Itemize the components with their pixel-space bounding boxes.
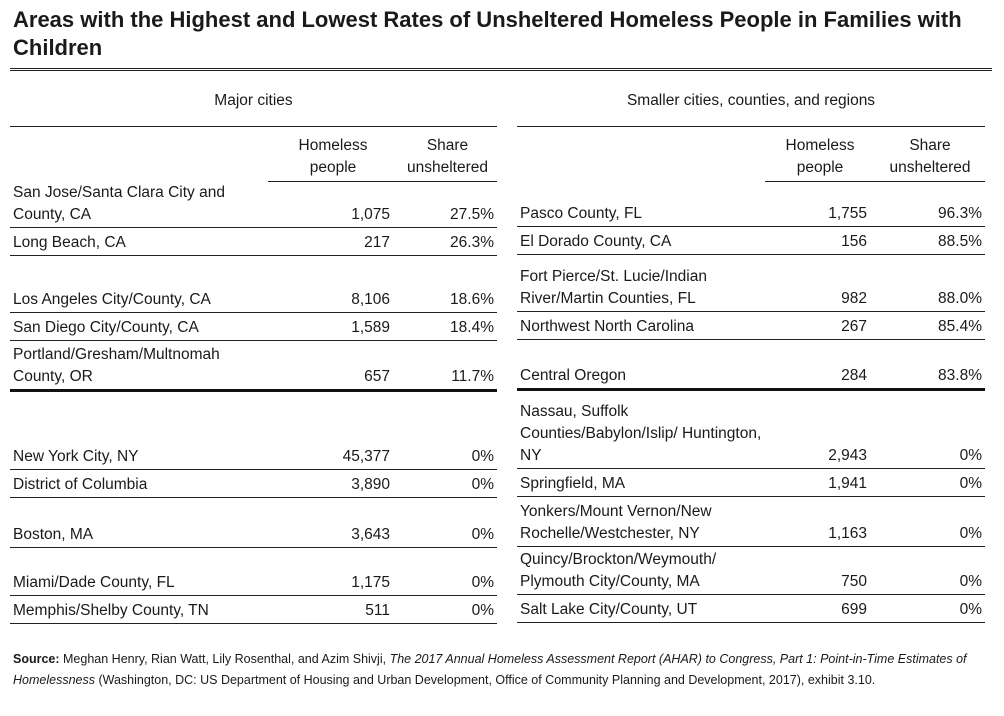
area-name: Nassau, Suffolk Counties/Babylon/Islip/ … (517, 389, 765, 469)
homeless-count: 657 (268, 340, 398, 392)
table-row: Yonkers/Mount Vernon/New Rochelle/Westch… (517, 496, 985, 547)
area-name: San Diego City/County, CA (10, 312, 268, 341)
homeless-count: 1,589 (268, 312, 398, 341)
area-name: Los Angeles City/County, CA (10, 255, 268, 313)
homeless-count: 3,890 (268, 469, 398, 498)
smaller-areas-panel: Smaller cities, counties, and regions Ho… (517, 88, 985, 623)
table-row: San Diego City/County, CA 1,589 18.4% (10, 312, 497, 341)
share-unsheltered: 88.5% (875, 226, 985, 255)
homeless-count: 699 (765, 594, 875, 623)
area-name: New York City, NY (10, 390, 268, 470)
homeless-count: 217 (268, 227, 398, 256)
area-name: Fort Pierce/St. Lucie/Indian River/Marti… (517, 254, 765, 312)
share-unsheltered: 18.6% (398, 255, 497, 313)
table-row: Salt Lake City/County, UT 699 0% (517, 594, 985, 623)
share-unsheltered: 85.4% (875, 311, 985, 340)
share-unsheltered: 0% (398, 547, 497, 596)
share-unsheltered: 0% (398, 469, 497, 498)
homeless-count: 750 (765, 546, 875, 595)
homeless-count: 1,941 (765, 468, 875, 497)
share-unsheltered: 27.5% (398, 181, 497, 228)
area-name: Central Oregon (517, 339, 765, 391)
header-row: Homeless people Share unsheltered (517, 126, 985, 182)
homeless-count: 284 (765, 339, 875, 391)
area-name: Salt Lake City/County, UT (517, 594, 765, 623)
major-cities-heading: Major cities (214, 92, 293, 109)
area-name: Long Beach, CA (10, 227, 268, 256)
homeless-count: 3,643 (268, 497, 398, 548)
area-name: Portland/Gresham/Multnomah County, OR (10, 340, 268, 392)
area-name: Boston, MA (10, 497, 268, 548)
major-cities-table: Homeless people Share unsheltered San Jose… (10, 126, 497, 624)
area-name: Northwest North Carolina (517, 311, 765, 340)
area-name: El Dorado County, CA (517, 226, 765, 255)
table-row: Pasco County, FL 1,755 96.3% (517, 181, 985, 227)
table-row: Boston, MA 3,643 0% (10, 497, 497, 548)
homeless-count: 1,175 (268, 547, 398, 596)
table-row: Fort Pierce/St. Lucie/Indian River/Marti… (517, 254, 985, 312)
homeless-count: 156 (765, 226, 875, 255)
smaller-areas-table: Homeless people Share unsheltered Pasco Co… (517, 126, 985, 623)
table-row: Memphis/Shelby County, TN 511 0% (10, 595, 497, 624)
homeless-count: 511 (268, 595, 398, 624)
area-name: San Jose/Santa Clara City and County, CA (10, 181, 268, 228)
homeless-count: 1,163 (765, 496, 875, 547)
page-title: Areas with the Highest and Lowest Rates … (13, 7, 962, 60)
header-row: Homeless people Share unsheltered (10, 126, 497, 182)
share-unsheltered: 96.3% (875, 181, 985, 227)
share-unsheltered: 0% (875, 468, 985, 497)
table-row: New York City, NY 45,377 0% (10, 390, 497, 470)
table-row: Central Oregon 284 83.8% (517, 339, 985, 391)
table-row: Portland/Gresham/Multnomah County, OR 657… (10, 340, 497, 392)
share-unsheltered: 0% (875, 594, 985, 623)
share-unsheltered: 0% (875, 389, 985, 469)
homeless-count: 8,106 (268, 255, 398, 313)
area-name: Quincy/Brockton/Weymouth/ Plymouth City/… (517, 546, 765, 595)
area-name: Springfield, MA (517, 468, 765, 497)
homeless-count: 267 (765, 311, 875, 340)
table-row: Long Beach, CA 217 26.3% (10, 227, 497, 256)
share-unsheltered: 0% (398, 497, 497, 548)
share-unsheltered: 0% (398, 390, 497, 470)
smaller-areas-heading: Smaller cities, counties, and regions (626, 92, 876, 109)
table-row: El Dorado County, CA 156 88.5% (517, 226, 985, 255)
area-name: Yonkers/Mount Vernon/New Rochelle/Westch… (517, 496, 765, 547)
share-unsheltered: 11.7% (398, 340, 497, 392)
col-share-unsheltered: Share unsheltered (398, 126, 497, 182)
area-name: Miami/Dade County, FL (10, 547, 268, 596)
area-name: District of Columbia (10, 469, 268, 498)
major-cities-panel: Major cities Homeless people Share unshelt… (10, 88, 497, 624)
homeless-count: 45,377 (268, 390, 398, 470)
source-note: Source: Meghan Henry, Rian Watt, Lily Ro… (13, 652, 967, 687)
share-unsheltered: 26.3% (398, 227, 497, 256)
col-share-unsheltered: Share unsheltered (875, 126, 985, 182)
homeless-count: 1,075 (268, 181, 398, 228)
title-divider (10, 68, 992, 71)
share-unsheltered: 0% (875, 546, 985, 595)
homeless-count: 2,943 (765, 389, 875, 469)
col-homeless-people: Homeless people (268, 126, 398, 182)
table-row: Springfield, MA 1,941 0% (517, 468, 985, 497)
share-unsheltered: 83.8% (875, 339, 985, 391)
table-row: Quincy/Brockton/Weymouth/ Plymouth City/… (517, 546, 985, 595)
area-name: Pasco County, FL (517, 181, 765, 227)
share-unsheltered: 88.0% (875, 254, 985, 312)
area-name: Memphis/Shelby County, TN (10, 595, 268, 624)
col-homeless-people: Homeless people (765, 126, 875, 182)
table-row: Los Angeles City/County, CA 8,106 18.6% (10, 255, 497, 313)
homeless-count: 982 (765, 254, 875, 312)
share-unsheltered: 0% (398, 595, 497, 624)
table-row: Miami/Dade County, FL 1,175 0% (10, 547, 497, 596)
table-row: Northwest North Carolina 267 85.4% (517, 311, 985, 340)
share-unsheltered: 0% (875, 496, 985, 547)
table-row: District of Columbia 3,890 0% (10, 469, 497, 498)
table-row: San Jose/Santa Clara City and County, CA… (10, 181, 497, 228)
share-unsheltered: 18.4% (398, 312, 497, 341)
homeless-count: 1,755 (765, 181, 875, 227)
table-row: Nassau, Suffolk Counties/Babylon/Islip/ … (517, 389, 985, 469)
